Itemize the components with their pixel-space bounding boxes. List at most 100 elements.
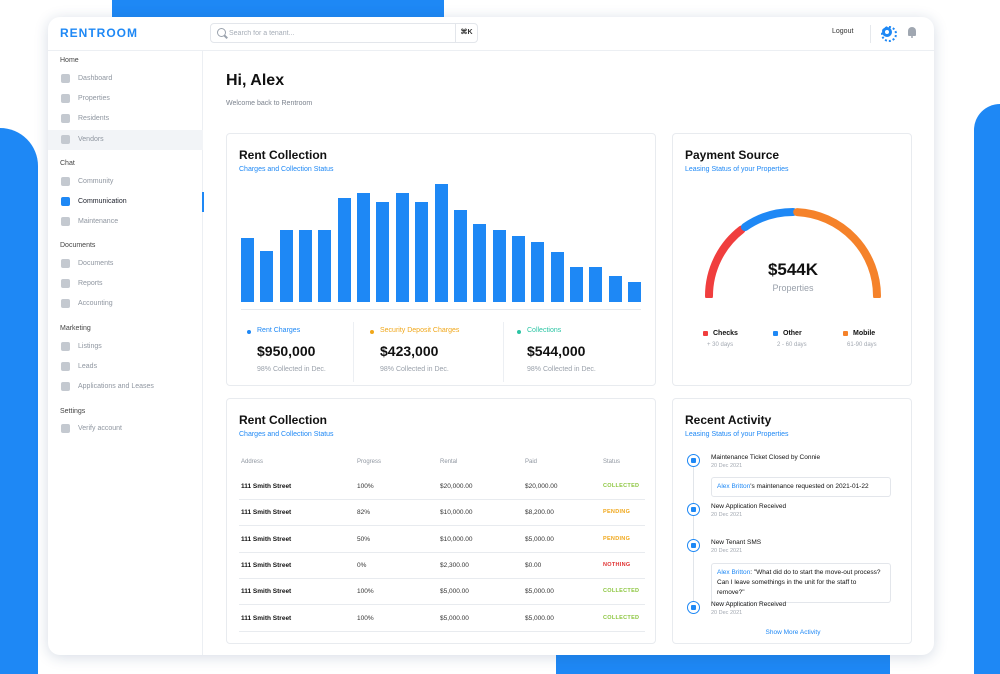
chart-bar[interactable] (550, 252, 564, 302)
metric-subtext: 98% Collected in Dec. (527, 366, 596, 373)
column-header-status[interactable]: Status (603, 459, 621, 465)
calculator-icon (61, 299, 70, 308)
metric-value: $950,000 (257, 343, 316, 359)
cell-progress: 0% (357, 561, 367, 569)
sidebar-item-label: Accounting (78, 300, 113, 307)
sidebar-item-vendors[interactable]: Vendors (48, 130, 203, 150)
cell-address: 111 Smith Street (241, 509, 292, 517)
chart-bar[interactable] (337, 197, 351, 302)
sidebar-item-accounting[interactable]: Accounting (48, 294, 203, 314)
legend-sub: 2 - 60 days (777, 342, 807, 348)
chart-bar[interactable] (531, 242, 545, 302)
metric-label: Rent Charges (257, 327, 301, 334)
sidebar-item-reports[interactable]: Reports (48, 274, 203, 294)
cell-address: 111 Smith Street (241, 535, 292, 543)
activity-quote: Alex Britton's maintenance requested on … (711, 477, 891, 497)
show-more-activity-link[interactable]: Show More Activity (765, 629, 821, 636)
search-icon (217, 28, 226, 37)
card-title: Rent Collection (239, 413, 328, 427)
document-icon (687, 503, 700, 516)
chart-bar[interactable] (395, 192, 409, 302)
sidebar-item-label: Listings (78, 343, 102, 350)
rent-bar-chart (241, 178, 641, 302)
page-subtitle: Welcome back to Rentroom (226, 100, 313, 107)
sidebar-item-communication[interactable]: Communication (48, 192, 204, 212)
cell-progress: 50% (357, 535, 371, 543)
legend-swatch (773, 331, 778, 336)
message-icon (687, 539, 700, 552)
table-row[interactable]: 111 Smith Street 100% $5,000.00 $5,000.00 CO… (239, 606, 645, 632)
logout-button[interactable]: Logout (832, 28, 854, 35)
gauge-segment-mobile[interactable] (793, 208, 881, 298)
chart-bar[interactable] (569, 267, 583, 302)
sidebar-item-properties[interactable]: Properties (48, 89, 203, 109)
legend-swatch (703, 331, 708, 336)
cell-rental: $10,000.00 (440, 535, 473, 543)
activity-title: Maintenance Ticket Closed by Connie (711, 454, 821, 461)
chart-bar[interactable] (511, 236, 525, 302)
quote-author-link[interactable]: Alex Britton (717, 483, 751, 490)
sidebar-item-residents[interactable]: Residents (48, 109, 203, 129)
sidebar-item-leads[interactable]: Leads (48, 357, 203, 377)
sidebar-item-dashboard[interactable]: Dashboard (48, 69, 203, 89)
chart-bar[interactable] (628, 282, 641, 302)
chart-bar[interactable] (453, 210, 467, 302)
chart-bar[interactable] (492, 230, 506, 302)
metric-divider (503, 322, 504, 382)
card-title: Payment Source (685, 148, 780, 162)
app-logo[interactable]: RENTROOM (60, 26, 138, 40)
quote-text: : "What did do to start the move-out pro… (717, 569, 881, 596)
chart-bar[interactable] (357, 192, 371, 302)
chart-bar[interactable] (260, 251, 274, 302)
gauge-segment-other[interactable] (740, 208, 797, 232)
chart-bar[interactable] (376, 201, 390, 302)
sidebar-item-listings[interactable]: Listings (48, 337, 203, 357)
gauge-segment-checks[interactable] (705, 225, 746, 298)
metric-label: Security Deposit Charges (380, 327, 460, 334)
chart-bar[interactable] (318, 230, 332, 302)
chart-bar[interactable] (589, 267, 603, 302)
gauge-label: Properties (772, 283, 814, 293)
cell-status: COLLECTED (603, 588, 640, 595)
chart-bar[interactable] (608, 275, 622, 302)
table-row[interactable]: 111 Smith Street 50% $10,000.00 $5,000.00 PE… (239, 527, 645, 553)
card-title: Rent Collection (239, 148, 328, 162)
chart-bar[interactable] (241, 237, 254, 302)
sidebar-section-home: Home (60, 57, 79, 64)
cell-progress: 100% (357, 588, 374, 596)
chart-bar[interactable] (299, 230, 313, 302)
cell-progress: 100% (357, 614, 374, 622)
column-header-rental[interactable]: Rental (440, 459, 458, 465)
document-icon (687, 601, 700, 614)
sidebar-item-applications[interactable]: Applications and Leases (48, 377, 203, 397)
chart-bar[interactable] (279, 230, 293, 302)
activity-title: New Application Received (711, 503, 787, 510)
shortcut-badge: ⌘K (455, 24, 477, 42)
table-row[interactable]: 111 Smith Street 100% $20,000.00 $20,000.00… (239, 474, 645, 500)
cell-paid: $20,000.00 (525, 483, 558, 490)
column-header-paid[interactable]: Paid (525, 459, 538, 465)
table-row[interactable]: 111 Smith Street 100% $5,000.00 $5,000.00 CO… (239, 579, 645, 606)
bell-icon[interactable] (908, 27, 916, 38)
sidebar-item-label: Community (78, 178, 114, 185)
chart-bar[interactable] (473, 223, 487, 302)
column-header-progress[interactable]: Progress (357, 459, 382, 465)
quote-author-link[interactable]: Alex Britton (717, 569, 751, 576)
search-input[interactable] (229, 26, 449, 40)
table-row[interactable]: 111 Smith Street 82% $10,000.00 $8,200.00 PE… (239, 500, 645, 527)
ticket-icon (687, 454, 700, 467)
gear-icon[interactable] (881, 26, 897, 42)
sidebar-item-maintenance[interactable]: Maintenance (48, 212, 203, 232)
sidebar-item-verify-account[interactable]: Verify account (48, 419, 203, 439)
sidebar-item-label: Communication (78, 198, 127, 205)
cell-rental: $5,000.00 (440, 588, 469, 596)
search-box[interactable]: ⌘K (210, 23, 478, 43)
chart-bar[interactable] (434, 184, 448, 302)
sidebar-item-community[interactable]: Community (48, 172, 203, 192)
top-bar: RENTROOM ⌘K Logout (48, 17, 934, 51)
column-header-address[interactable]: Address (241, 459, 264, 465)
chart-bar[interactable] (415, 201, 429, 302)
sidebar-item-documents[interactable]: Documents (48, 254, 203, 274)
tools-icon (61, 217, 70, 226)
table-row[interactable]: 111 Smith Street 0% $2,300.00 $0.00 NOTHING (239, 553, 645, 579)
